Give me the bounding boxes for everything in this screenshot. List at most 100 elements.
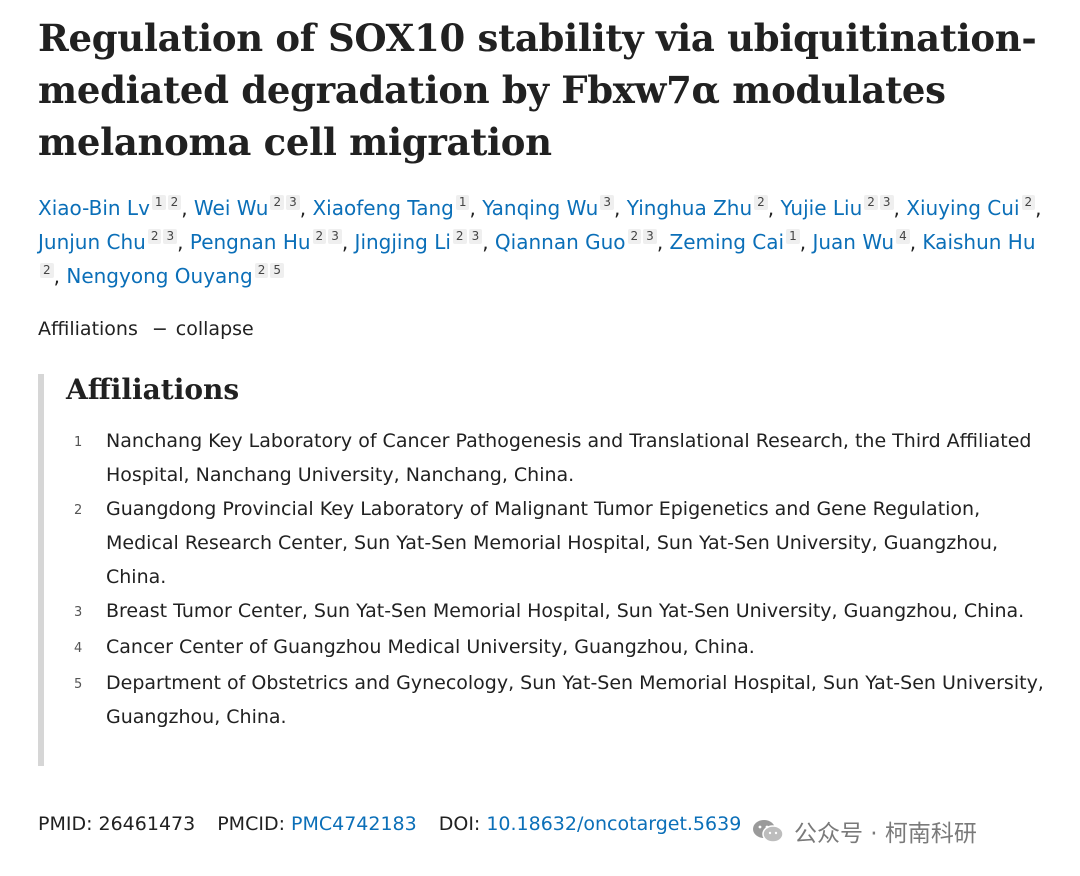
affiliation-ref[interactable]: 2 [167,195,182,210]
article-title: Regulation of SOX10 stability via ubiqui… [38,16,1037,164]
author-separator: , [909,230,923,254]
author-separator: , [613,196,627,220]
collapse-dash-icon: − [151,318,168,340]
author-entry: Xiao-Bin Lv 1 2 [38,195,182,220]
author-entry: Zeming Cai 1 [669,229,800,254]
author-separator: , [893,196,907,220]
affiliation-ref[interactable]: 2 [452,229,467,244]
affiliation-text: Nanchang Key Laboratory of Cancer Pathog… [106,430,1032,486]
affiliation-item: 4 Cancer Center of Guangzhou Medical Univ… [74,630,1044,666]
author-separator: , [482,230,495,254]
author-separator: , [299,196,313,220]
affiliation-ref[interactable]: 3 [286,195,300,210]
author-separator: , [341,230,355,254]
author-entry: Jingjing Li 2 3 [354,229,483,254]
affiliation-item: 3 Breast Tumor Center, Sun Yat-Sen Memori… [74,594,1044,630]
author-separator: , [767,196,781,220]
affiliation-number: 3 [74,605,83,620]
affiliation-ref[interactable]: 3 [600,195,614,210]
affiliations-toggle[interactable]: Affiliations − collapse [38,313,254,345]
author-entry: Junjun Chu 2 3 [38,229,178,254]
author-name-link[interactable]: Xiuying Cui [906,196,1020,220]
watermark: 公众号 · 柯南科研 [752,814,977,848]
affiliation-ref[interactable]: 2 [627,229,642,244]
author-separator: , [53,264,67,288]
affiliation-ref[interactable]: 2 [1021,195,1036,210]
affiliation-ref[interactable]: 3 [163,229,178,244]
author-name-link[interactable]: Yujie Liu [780,196,863,220]
affiliation-number: 2 [74,503,83,518]
affiliation-ref[interactable]: 3 [328,229,342,244]
affiliations-panel: Affiliations 1 Nanchang Key Laboratory of… [38,374,1048,766]
pmid-value: 26461473 [98,813,196,835]
affiliation-number: 1 [74,435,83,450]
author-entry: Yujie Liu 2 3 [780,195,894,220]
affiliation-ref[interactable]: 2 [312,229,327,244]
author-entry: Pengnan Hu 2 3 [189,229,342,254]
author-name-link[interactable]: Juan Wu [812,230,895,254]
pmid-label: PMID: [38,813,93,835]
author-separator: , [177,230,190,254]
affiliation-number: 5 [74,677,83,692]
author-name-link[interactable]: Yanqing Wu [482,196,599,220]
author-entry: Nengyong Ouyang 2 5 [66,263,284,288]
pmcid-link[interactable]: PMC4742183 [290,813,417,835]
author-separator: , [656,230,670,254]
pmcid-label: PMCID: [217,813,285,835]
affiliations-toggle-label: Affiliations [38,318,138,340]
affiliation-ref[interactable]: 2 [254,263,269,278]
author-separator: , [799,230,813,254]
author-name-link[interactable]: Yinghua Zhu [626,196,753,220]
affiliation-ref[interactable]: 4 [896,229,910,244]
affiliation-ref[interactable]: 2 [864,195,878,210]
author-separator: , [1035,196,1042,220]
author-name-link[interactable]: Zeming Cai [669,230,785,254]
author-name-link[interactable]: Qiannan Guo [494,230,626,254]
author-name-link[interactable]: Xiaofeng Tang [312,196,454,220]
affiliation-ref[interactable]: 2 [270,195,285,210]
watermark-text: 公众号 · 柯南科研 [794,821,977,847]
wechat-icon [753,820,784,843]
affiliation-text: Guangdong Provincial Key Laboratory of M… [106,498,998,588]
affiliation-ref[interactable]: 3 [468,229,483,244]
affiliation-ref[interactable]: 3 [879,195,894,210]
affiliation-ref[interactable]: 1 [786,229,800,244]
affiliation-ref[interactable]: 3 [643,229,657,244]
author-entry: Xiaofeng Tang 1 [312,195,470,220]
affiliations-list: 1 Nanchang Key Laboratory of Cancer Patho… [74,424,1044,734]
collapse-link[interactable]: collapse [175,318,254,340]
author-entry: Kaishun Hu 2 [38,230,1036,288]
affiliation-text: Department of Obstetrics and Gynecology,… [106,672,1044,728]
doi-link[interactable]: 10.18632/oncotarget.5639 [486,813,742,835]
affiliations-heading: Affiliations [66,373,240,406]
affiliation-number: 4 [74,641,83,656]
author-entry: Xiuying Cui 2 [906,195,1036,220]
doi-label: DOI: [438,813,481,835]
affiliation-ref[interactable]: 2 [754,195,768,210]
author-list: Xiao-Bin Lv 1 2, Wei Wu 2 3, Xiaofeng Tang 1,… [38,191,1048,293]
affiliation-item: 1 Nanchang Key Laboratory of Cancer Patho… [74,424,1044,492]
author-separator: , [469,196,483,220]
author-name-link[interactable]: Wei Wu [193,196,269,220]
affiliation-text: Cancer Center of Guangzhou Medical Unive… [106,636,755,658]
affiliation-item: 2 Guangdong Provincial Key Laboratory of … [74,492,1044,594]
affiliation-ref[interactable]: 2 [40,263,54,278]
affiliation-ref[interactable]: 1 [151,195,166,210]
author-entry: Juan Wu 4 [812,229,910,254]
author-name-link[interactable]: Junjun Chu [38,230,146,254]
article-identifiers: PMID: 26461473 PMCID: PMC4742183 DOI: 10.1863… [38,807,741,841]
author-name-link[interactable]: Xiao-Bin Lv [38,196,150,220]
author-entry: Yinghua Zhu 2 [626,195,768,220]
affiliation-ref[interactable]: 1 [455,195,470,210]
author-name-link[interactable]: Jingjing Li [354,230,451,254]
author-name-link[interactable]: Nengyong Ouyang [66,264,253,288]
author-entry: Yanqing Wu 3 [482,195,614,220]
author-name-link[interactable]: Pengnan Hu [189,230,311,254]
affiliation-item: 5 Department of Obstetrics and Gynecology… [74,666,1044,734]
author-entry: Qiannan Guo 2 3 [494,229,657,254]
affiliation-ref[interactable]: 2 [147,229,162,244]
affiliation-ref[interactable]: 5 [270,263,284,278]
author-name-link[interactable]: Kaishun Hu [922,230,1036,254]
affiliation-text: Breast Tumor Center, Sun Yat-Sen Memoria… [106,600,1025,622]
author-separator: , [181,196,194,220]
